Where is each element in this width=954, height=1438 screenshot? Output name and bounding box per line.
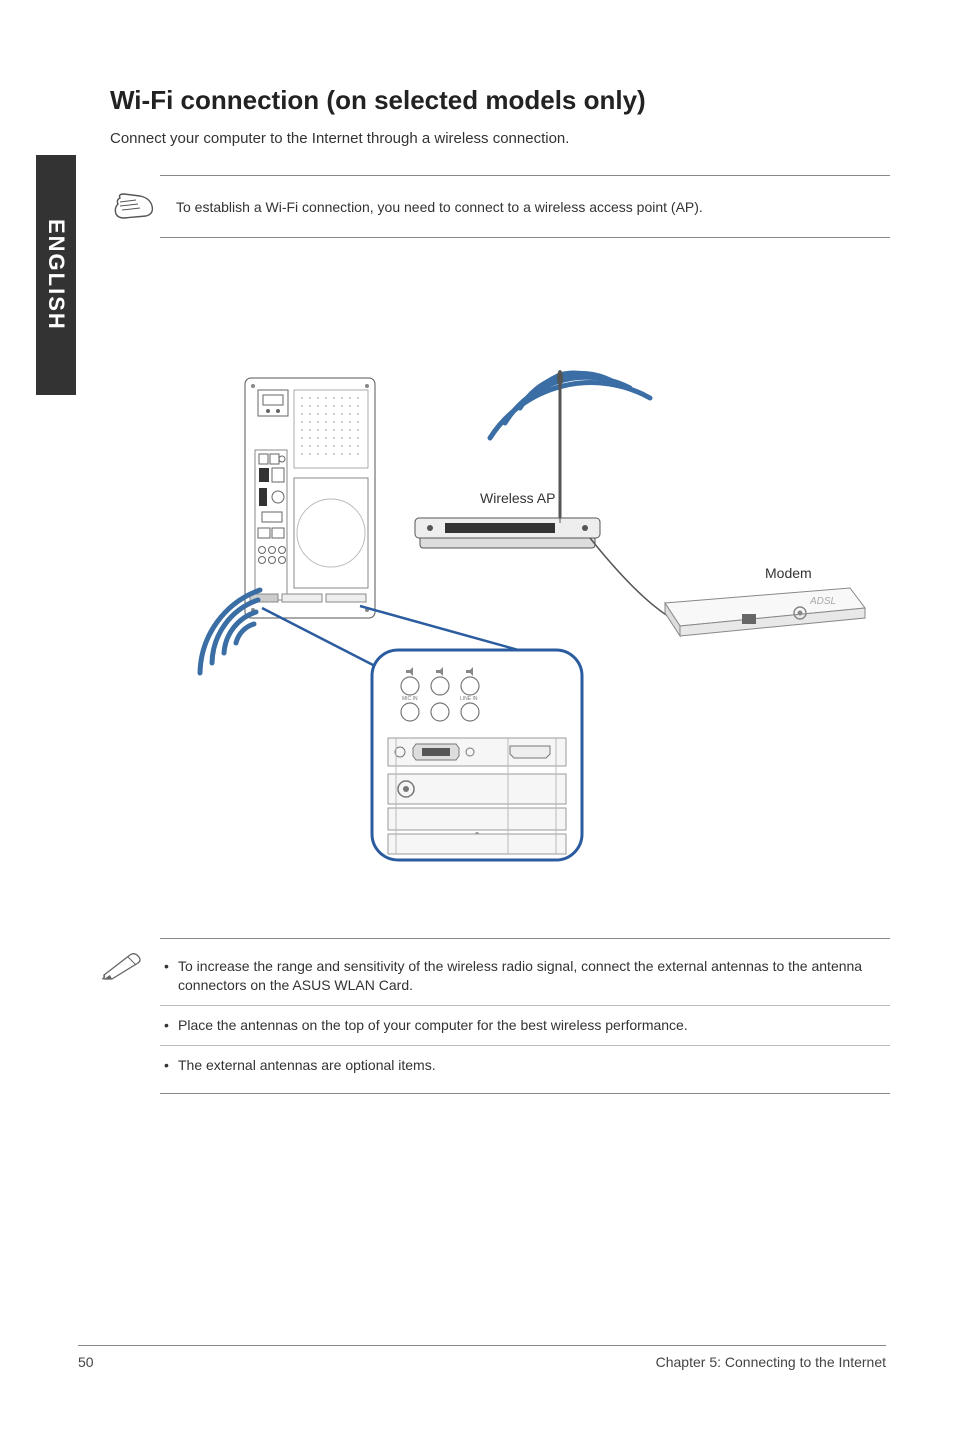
tip-item: To increase the range and sensitivity of… — [160, 951, 890, 1001]
tips-list: To increase the range and sensitivity of… — [160, 951, 890, 1081]
callout-zoom: MIC IN LINE IN — [262, 606, 582, 860]
wireless-ap-label: Wireless AP — [480, 490, 555, 506]
computer-tower — [245, 378, 375, 618]
note-box: To establish a Wi-Fi connection, you nee… — [160, 175, 890, 238]
modem-label: Modem — [765, 565, 812, 581]
tip-item: The external antennas are optional items… — [160, 1045, 890, 1081]
section-heading: Wi-Fi connection (on selected models onl… — [110, 85, 890, 116]
pc-wifi-signal-icon — [200, 590, 260, 673]
adsl-label: ADSL — [809, 596, 836, 607]
language-tab: ENGLISH — [36, 155, 76, 395]
svg-text:LINE IN: LINE IN — [460, 696, 478, 702]
page-number: 50 — [78, 1354, 94, 1370]
pencil-icon — [100, 949, 144, 986]
wireless-ap-device — [415, 370, 600, 548]
svg-text:MIC IN: MIC IN — [402, 696, 418, 702]
tips-box: To increase the range and sensitivity of… — [160, 938, 890, 1094]
wifi-diagram: Wireless AP Modem ADSL — [110, 278, 890, 878]
intro-text: Connect your computer to the Internet th… — [110, 130, 890, 147]
tip-item: Place the antennas on the top of your co… — [160, 1005, 890, 1041]
wifi-signal-icon — [490, 373, 650, 438]
hand-icon — [110, 186, 158, 227]
note-text: To establish a Wi-Fi connection, you nee… — [176, 199, 703, 215]
chapter-label: Chapter 5: Connecting to the Internet — [656, 1354, 886, 1370]
page-footer: 50 Chapter 5: Connecting to the Internet — [78, 1345, 886, 1370]
page-body: Wi-Fi connection (on selected models onl… — [110, 85, 890, 1094]
